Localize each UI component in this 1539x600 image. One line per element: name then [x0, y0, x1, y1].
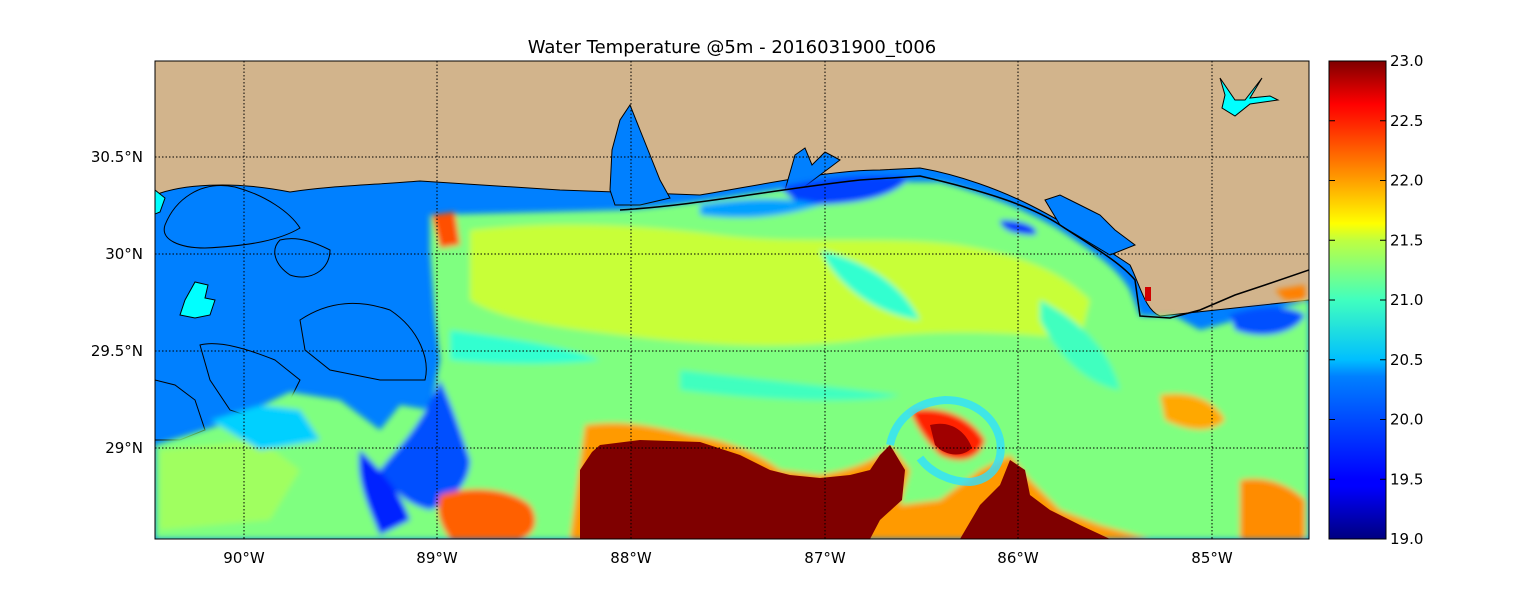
colorbar-tick-label: 23.0	[1390, 52, 1423, 70]
lon-tick-labels: 90°W 89°W 88°W 87°W 86°W 85°W	[223, 549, 1233, 567]
lat-tick-label: 30°N	[105, 245, 143, 263]
coastline	[619, 175, 1309, 319]
chart-title: Water Temperature @5m - 2016031900_t006	[528, 37, 937, 58]
lat-tick-labels: 29°N 29.5°N 30°N 30.5°N	[91, 148, 143, 457]
lon-tick-label: 87°W	[804, 549, 846, 567]
lon-tick-label: 90°W	[223, 549, 265, 567]
lakes	[155, 77, 1280, 319]
lat-tick-label: 30.5°N	[91, 148, 143, 166]
gridlines	[155, 61, 1309, 539]
colorbar-tick-label: 19.0	[1390, 530, 1423, 548]
lat-tick-label: 29.5°N	[91, 342, 143, 360]
colorbar-tick-label: 21.5	[1390, 231, 1423, 249]
eddy-ring	[886, 395, 1005, 487]
colorbar-tick-label: 19.5	[1390, 470, 1423, 488]
warm-core	[580, 287, 1151, 539]
map-area	[155, 61, 1309, 539]
map-frame	[154, 60, 1310, 540]
colorbar-tick-label: 21.0	[1390, 291, 1423, 309]
colorbar-tick-label: 20.5	[1390, 351, 1423, 369]
colorbar-tick-label: 22.0	[1390, 172, 1423, 190]
colorbar: 19.0 19.5 20.0 20.5 21.0 21.5 22.0 22.5 23.0	[1328, 52, 1423, 548]
lon-tick-label: 88°W	[610, 549, 652, 567]
lat-tick-label: 29°N	[105, 439, 143, 457]
colorbar-tick-label: 22.5	[1390, 112, 1423, 130]
lon-tick-label: 89°W	[416, 549, 458, 567]
lon-tick-label: 86°W	[997, 549, 1039, 567]
colorbar-gradient	[1328, 60, 1387, 540]
colorbar-tick-label: 20.0	[1390, 411, 1423, 429]
lon-tick-label: 85°W	[1191, 549, 1233, 567]
colorbar-ticks: 19.0 19.5 20.0 20.5 21.0 21.5 22.0 22.5 23.0	[1329, 52, 1423, 548]
